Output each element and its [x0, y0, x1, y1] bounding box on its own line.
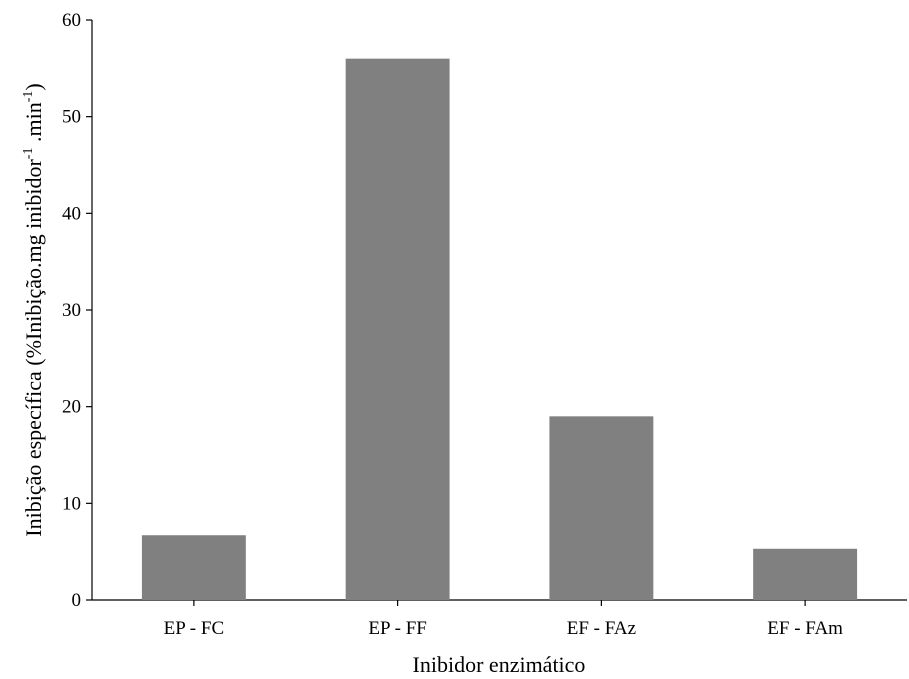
x-ticks: EP - FC EP - FF EF - FAz EF - FAm	[164, 600, 843, 639]
y-axis-title-main: Inibição específica (%Inibição.mg inibid…	[21, 159, 46, 537]
bars	[141, 58, 858, 600]
y-tick-label: 60	[62, 10, 81, 31]
y-axis-title-sup1: -1	[21, 148, 36, 160]
x-tick-label: EP - FF	[368, 618, 426, 639]
y-tick-label: 50	[62, 107, 81, 128]
y-axis-title-sup2: -1	[21, 91, 36, 103]
x-tick-label: EF - FAz	[567, 618, 636, 639]
y-axis-title-mid: .min	[21, 102, 46, 147]
x-tick-label: EP - FC	[164, 618, 225, 639]
y-tick-label: 0	[72, 590, 82, 611]
bar	[141, 535, 246, 600]
y-axis-title: Inibição específica (%Inibição.mg inibid…	[21, 83, 46, 536]
x-tick-label: EF - FAm	[767, 618, 843, 639]
bar	[753, 548, 858, 600]
bar	[549, 416, 654, 600]
y-tick-label: 40	[62, 203, 81, 224]
y-axis: 0 10 20 30 40 50 60	[62, 10, 93, 611]
bar	[345, 58, 450, 600]
y-tick-label: 20	[62, 397, 81, 418]
x-axis: EP - FC EP - FF EF - FAz EF - FAm	[92, 599, 907, 639]
y-tick-label: 10	[62, 493, 81, 514]
y-axis-title-end: )	[21, 83, 46, 90]
y-ticks: 0 10 20 30 40 50 60	[62, 10, 92, 611]
x-axis-title: Inibidor enzimático	[413, 652, 586, 677]
y-tick-label: 30	[62, 300, 81, 321]
